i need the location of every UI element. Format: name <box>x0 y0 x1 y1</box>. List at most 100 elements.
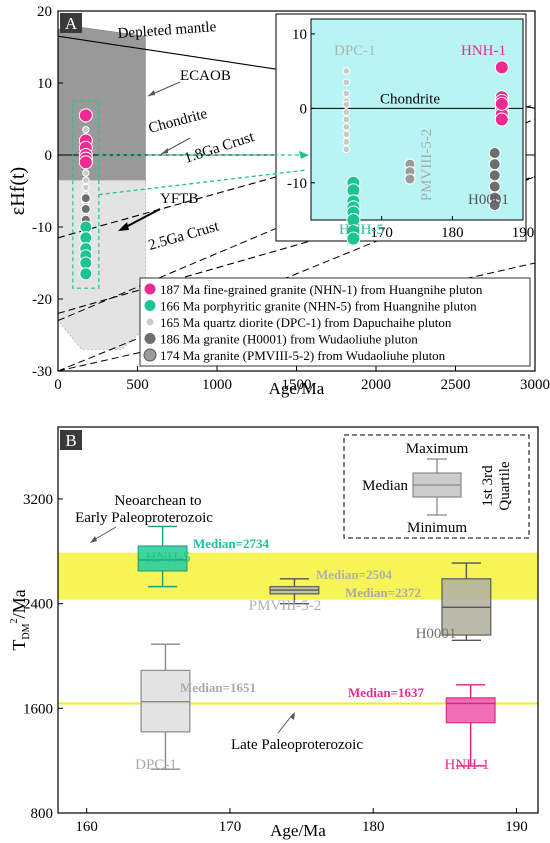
panel-label-b: B <box>65 431 76 450</box>
inset-y-tick-label: 0 <box>300 101 308 117</box>
inset-point-3-2 <box>488 169 501 182</box>
y-tick-label-a: -10 <box>32 220 52 236</box>
cluster-point-2-9 <box>82 183 90 192</box>
inset-x-tick-label: 170 <box>370 225 393 241</box>
x-axis-label-b: Age/Ma <box>270 821 326 840</box>
x-tick-label-b: 180 <box>362 819 385 835</box>
y-tick-label-b: 1600 <box>23 701 53 717</box>
crust-1-8-label: 1.8Ga Crust <box>182 129 257 167</box>
x-axis-label-a: Age/Ma <box>269 379 325 398</box>
panel-label-b-bg <box>60 430 82 450</box>
inset-label-hnh5: HNH-5 <box>339 222 384 238</box>
inset-connector-arrowhead <box>299 151 309 159</box>
yftb-field <box>58 179 146 350</box>
legend-marker-2 <box>145 317 155 327</box>
y-tick-label-a: 0 <box>45 148 53 164</box>
legend-a <box>139 277 531 367</box>
legend-label-0: 187 Ma fine-grained granite (NHN-1) from… <box>160 282 483 297</box>
inset-x-tick-label: 190 <box>512 225 535 241</box>
x-tick-label-a: 0 <box>54 377 62 393</box>
axes-frame-b <box>57 426 539 814</box>
cluster-point-1-5 <box>79 267 93 281</box>
legend-minimum: Minimum <box>407 520 467 536</box>
cluster-point-1-4 <box>79 256 93 270</box>
sample-label-2: H0001 <box>416 626 457 642</box>
cluster-point-1-0 <box>79 220 93 234</box>
inset-point-4-2 <box>404 173 416 185</box>
sample-label-0: HNH-5 <box>146 550 191 566</box>
cluster-point-2-7 <box>82 169 90 177</box>
inset-label-pmviii: PMVIII-5-2 <box>419 129 435 202</box>
inset-y-tick-label: -10 <box>287 176 307 192</box>
inset-point-2-6 <box>342 115 351 124</box>
inset-x-tick-label: 180 <box>441 225 464 241</box>
crust-2-5-label: 2.5Ga Crust <box>147 218 222 254</box>
legend-label-4: 174 Ma granite (PMVIII-5-2) from Wudaoli… <box>160 348 446 363</box>
ecaob-field <box>58 25 146 185</box>
x-tick-label-b: 190 <box>505 819 528 835</box>
inset-point-2-5 <box>342 108 351 116</box>
inset-label-h0001: H0001 <box>468 192 509 208</box>
legend-label-2: 165 Ma quartz diorite (DPC-1) from Dapuc… <box>160 315 452 330</box>
cluster-point-1-1 <box>79 231 93 245</box>
y-tick-label-a: 10 <box>37 76 52 92</box>
band-arrowhead <box>90 536 97 543</box>
median-label-1: Median=2504 <box>316 567 393 582</box>
inset-label-dpc1: DPC-1 <box>334 43 376 59</box>
band-label-line-2: Early Paleoproterozoic <box>75 510 213 526</box>
inset-point-2-8 <box>342 130 351 139</box>
cluster-point-0-5 <box>78 155 93 170</box>
inset-point-3-1 <box>488 158 501 171</box>
chondrite-label-a: Chondrite <box>147 106 209 137</box>
cluster-point-2-1 <box>82 126 90 134</box>
panel-a: A 0 500 1000 1500 2000 2500 3000 -30 -20 -10 0 10 20 A… <box>7 4 550 398</box>
legend-quartile-1: 1st 3rd <box>480 465 496 507</box>
inset-point-2-7 <box>342 123 351 131</box>
y-tick-label-b: 3200 <box>23 492 53 508</box>
y-tick-label-b: 800 <box>31 806 54 822</box>
y-axis-label-b: TDM2/Ma <box>9 589 32 650</box>
sample-label-4: HNH-1 <box>445 757 490 773</box>
legend-maximum: Maximum <box>406 441 469 457</box>
legend-label-1: 166 Ma porphyritic granite (NHN-5) from … <box>160 299 477 314</box>
inset-point-2-1 <box>342 78 351 87</box>
band-label-line-1: Neoarchean to <box>114 493 201 509</box>
inset-label-hnh1: HNH-1 <box>461 43 506 59</box>
legend-marker-4 <box>143 348 157 362</box>
inset-point-1-7 <box>346 231 361 246</box>
inset-point-2-4 <box>342 100 351 109</box>
y-tick-label-a: -20 <box>32 292 52 308</box>
panel-label-a-bg <box>60 13 82 33</box>
y-tick-label-a: 20 <box>37 4 52 20</box>
box-4 <box>445 697 496 724</box>
inset-point-0-0 <box>494 60 509 75</box>
y-axis-label-a: εHf(t) <box>7 167 29 215</box>
inset-point-2-10 <box>342 145 351 154</box>
cluster-point-3-0 <box>80 193 91 204</box>
x-tick-label-a: 500 <box>126 377 149 393</box>
cluster-point-2-8 <box>82 176 90 184</box>
inset-point-2-2 <box>342 89 351 98</box>
x-tick-label-a: 3000 <box>520 377 550 393</box>
chondrite-arrowhead <box>161 148 168 154</box>
inset-chondrite-label: Chondrite <box>380 91 440 107</box>
median-label-0: Median=2734 <box>193 536 270 551</box>
legend-label-3: 186 Ma granite (H0001) from Wudaoliuhe p… <box>160 332 418 347</box>
legend-median-label: Median <box>362 478 408 494</box>
x-tick-label-a: 2500 <box>441 377 471 393</box>
yftb-label: YFTB <box>160 191 198 207</box>
cluster-point-3-1 <box>80 204 91 214</box>
legend-marker-0 <box>143 282 157 296</box>
inset-point-2-9 <box>342 138 351 146</box>
inset-point-2-0 <box>342 67 351 75</box>
box-0 <box>137 545 188 572</box>
sample-label-3: DPC-1 <box>135 757 177 773</box>
inset-point-3-0 <box>488 147 501 159</box>
x-tick-label-b: 170 <box>219 819 242 835</box>
legend-quartile-2: Quartile <box>497 461 513 510</box>
yftb-arrow <box>121 208 161 230</box>
panel-label-a: A <box>65 14 78 33</box>
inset-point-0-7 <box>494 96 509 111</box>
